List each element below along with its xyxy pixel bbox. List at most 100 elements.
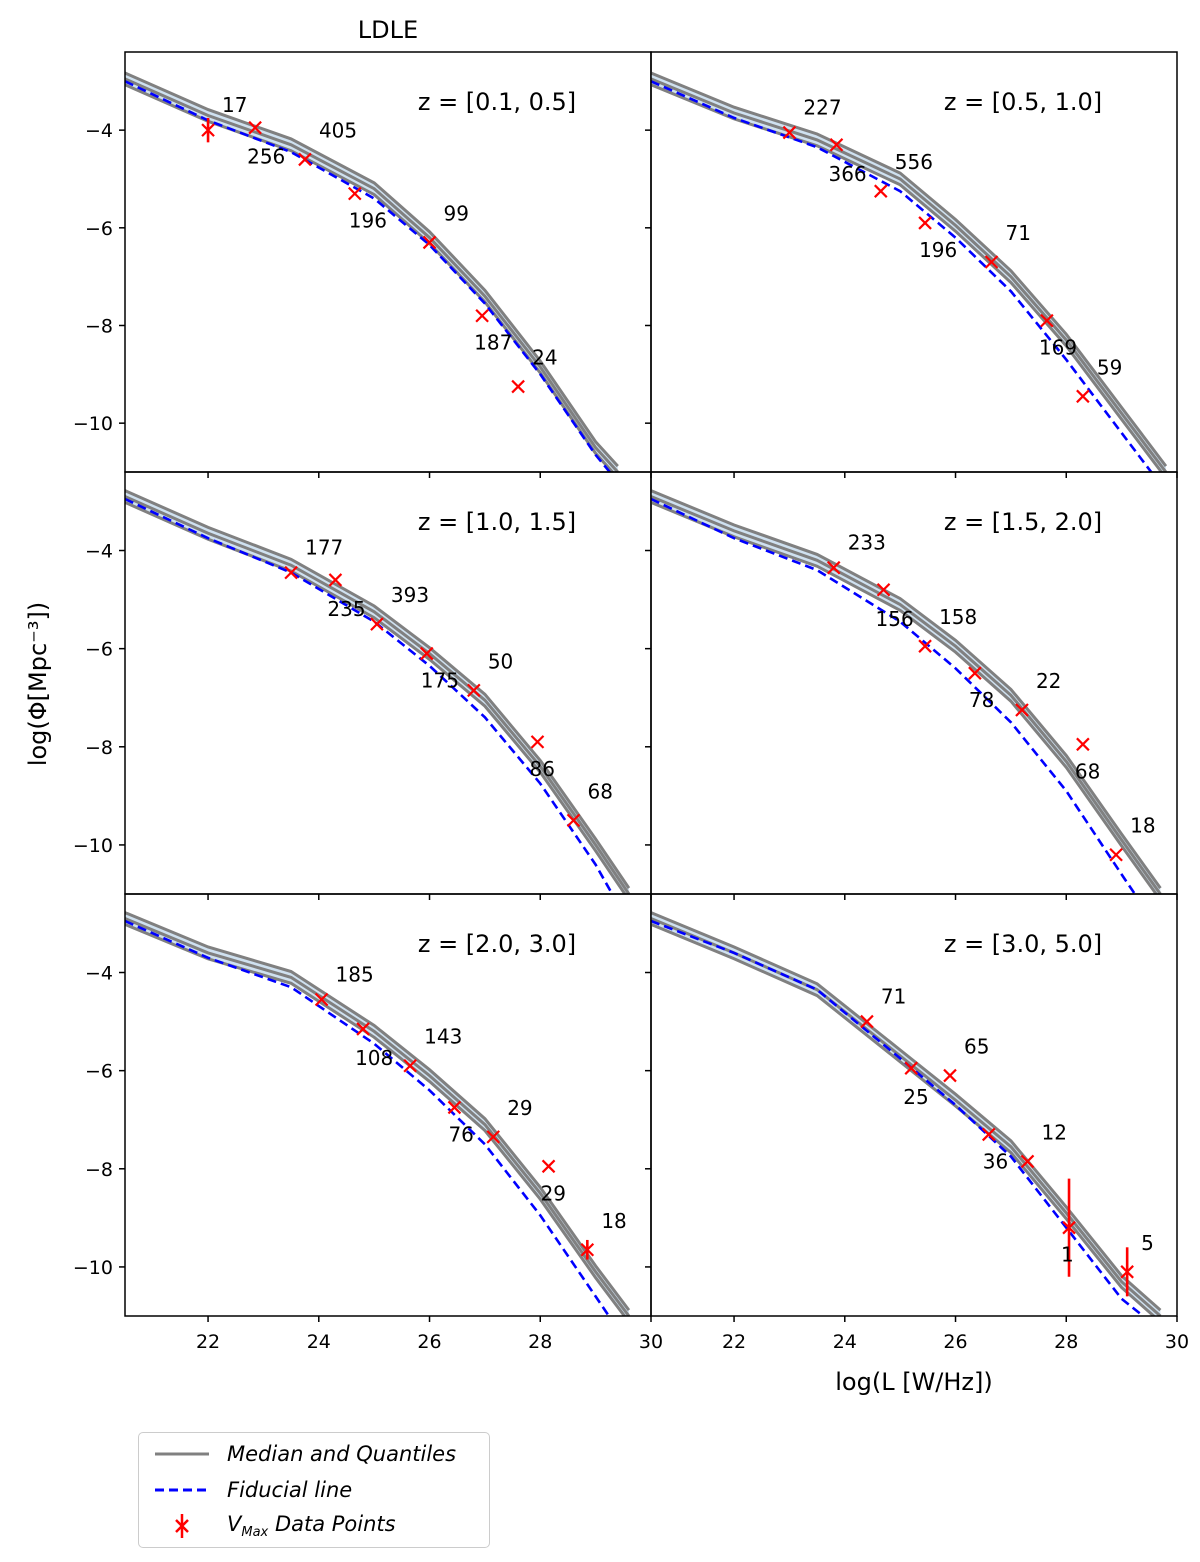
legend-entry-fiducial: Fiducial line xyxy=(151,1473,352,1507)
panel-bottom-left: 185 108 143 76 29 29 18 z = [2.0, 3.0] −4 −6 −8 −10… xyxy=(73,893,663,1353)
vmax-data-point xyxy=(422,235,437,250)
point-count-label: 29 xyxy=(507,1096,532,1120)
y-tick-label: −4 xyxy=(85,120,113,142)
point-count-label: 175 xyxy=(421,669,459,693)
panel-redshift-label: z = [0.5, 1.0] xyxy=(944,88,1102,116)
quantile-band xyxy=(125,73,618,472)
median-line xyxy=(651,495,1162,894)
vmax-data-point xyxy=(981,1127,996,1142)
median-line xyxy=(651,917,1162,1316)
x-tick-label: 24 xyxy=(833,1331,857,1353)
x-tick-label: 22 xyxy=(722,1331,746,1353)
upper-quantile-line xyxy=(125,71,619,468)
vmax-data-point xyxy=(486,1130,500,1144)
vmax-data-point xyxy=(968,666,982,680)
y-tick-label: −6 xyxy=(85,218,113,240)
vmax-data-point xyxy=(580,1239,595,1260)
panel-top-right: 227 366 556 196 71 169 59 z = [0.5, 1.0] xyxy=(645,51,1178,478)
y-tick-label: −10 xyxy=(73,835,113,857)
panel-redshift-label: z = [2.0, 3.0] xyxy=(418,930,576,958)
point-count-label: 196 xyxy=(919,238,957,262)
upper-quantile-line xyxy=(125,911,631,1312)
vmax-data-point xyxy=(984,255,999,269)
upper-quantile-line xyxy=(125,489,631,889)
point-count-label: 99 xyxy=(444,201,469,225)
vmax-data-point xyxy=(447,1100,462,1115)
x-tick-label: 30 xyxy=(639,1331,663,1353)
figure-title: LDLE xyxy=(358,16,418,44)
lower-quantile-line xyxy=(651,501,1159,894)
point-count-label: 68 xyxy=(587,779,612,803)
quantile-band xyxy=(651,490,1161,894)
point-count-label: 185 xyxy=(336,963,374,987)
median-line xyxy=(125,77,619,472)
point-count-label: 227 xyxy=(803,96,841,120)
quantile-band xyxy=(125,490,629,894)
vmax-data-point xyxy=(201,117,215,143)
panel-top-left: 17 256 405 196 99 187 24 z = [0.1, 0.5] −4 −6 −8 −1… xyxy=(73,51,652,478)
vmax-data-point xyxy=(356,1022,370,1036)
vmax-data-point xyxy=(1076,737,1090,752)
x-axis-label: log(L [W/Hz]) xyxy=(835,1368,993,1396)
vmax-data-point xyxy=(1062,1178,1076,1277)
legend-label-median: Median and Quantiles xyxy=(227,1442,457,1466)
vmax-data-point xyxy=(918,216,932,230)
y-tick-label: −10 xyxy=(73,413,113,435)
lower-quantile-line xyxy=(125,83,615,472)
x-tick-label: 24 xyxy=(307,1331,331,1353)
point-count-label: 17 xyxy=(222,93,247,117)
point-count-label: 393 xyxy=(391,583,429,607)
point-count-label: 71 xyxy=(1006,221,1031,245)
legend-swatch-median xyxy=(155,1452,209,1456)
point-count-label: 256 xyxy=(247,145,285,169)
point-count-label: 143 xyxy=(424,1025,462,1049)
point-count-label: 68 xyxy=(1075,759,1100,783)
median-line xyxy=(125,917,631,1316)
point-count-label: 158 xyxy=(939,605,977,629)
y-tick-label: −10 xyxy=(73,1257,113,1279)
quantile-band xyxy=(651,912,1161,1316)
point-count-label: 65 xyxy=(964,1035,989,1059)
point-count-label: 108 xyxy=(355,1046,393,1070)
point-count-label: 29 xyxy=(541,1181,566,1205)
vmax-data-point xyxy=(1109,847,1123,862)
point-count-label: 18 xyxy=(601,1209,626,1233)
y-tick-label: −8 xyxy=(85,1159,113,1181)
point-count-label: 24 xyxy=(532,346,557,370)
lower-quantile-line xyxy=(651,923,1157,1316)
vmax-data-point xyxy=(298,152,312,167)
lower-quantile-line xyxy=(651,83,1164,472)
panel-frame xyxy=(650,893,1178,1317)
x-tick-label: 30 xyxy=(1165,1331,1189,1353)
fiducial-line xyxy=(125,919,611,1316)
y-tick-label: −6 xyxy=(85,1061,113,1083)
upper-quantile-line xyxy=(651,489,1162,889)
legend-entry-points: VMax Data Points xyxy=(151,1509,396,1543)
panel-middle-right: 233 156 158 78 22 68 18 z = [1.5, 2.0] xyxy=(645,471,1178,900)
x-tick-label: 28 xyxy=(528,1331,552,1353)
y-axis-label: log(Φ[Mpc⁻³]) xyxy=(24,602,52,766)
fiducial-line xyxy=(651,80,1153,472)
point-count-label: 169 xyxy=(1039,336,1077,360)
point-count-label: 235 xyxy=(327,597,365,621)
legend: Median and Quantiles Fiducial line VMax … xyxy=(138,1432,490,1548)
x-tick-label: 26 xyxy=(943,1331,967,1353)
vmax-data-point xyxy=(566,813,581,828)
vmax-data-point xyxy=(904,1061,919,1075)
vmax-data-point xyxy=(541,1159,556,1174)
median-line xyxy=(651,77,1168,472)
vmax-data-point xyxy=(348,186,362,201)
vmax-data-point xyxy=(467,683,481,698)
vmax-data-point xyxy=(284,565,298,580)
legend-label-fiducial: Fiducial line xyxy=(227,1478,353,1502)
vmax-data-point xyxy=(943,1068,957,1083)
y-tick-label: −8 xyxy=(85,315,113,337)
point-count-label: 196 xyxy=(349,209,387,233)
panel-redshift-label: z = [0.1, 0.5] xyxy=(418,88,576,116)
point-count-label: 177 xyxy=(305,536,343,560)
vmax-data-point xyxy=(1020,1154,1035,1169)
point-count-label: 71 xyxy=(881,985,906,1009)
vmax-data-point xyxy=(419,646,434,661)
vmax-data-point xyxy=(475,308,489,323)
point-count-label: 50 xyxy=(488,649,513,673)
